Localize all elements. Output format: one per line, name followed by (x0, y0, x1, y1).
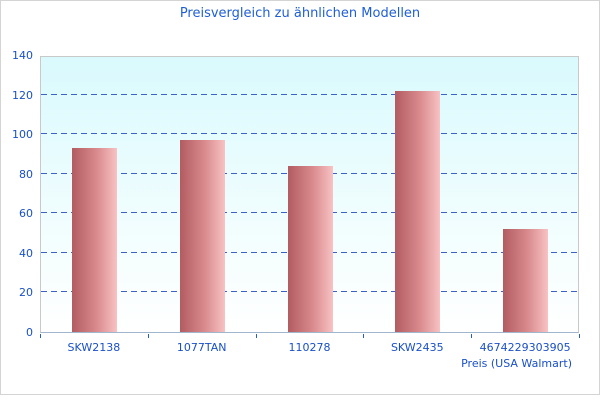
x-tick-label: 1077TAN (176, 341, 227, 354)
x-tick-label: SKW2138 (67, 341, 121, 354)
x-axis-label: Preis (USA Walmart) (461, 357, 572, 370)
y-tick-label: 60 (19, 207, 33, 221)
x-tick (40, 334, 41, 338)
bar (287, 166, 333, 332)
y-tick-label: 40 (19, 246, 33, 260)
y-tick-label: 80 (19, 167, 33, 181)
x-tick (471, 334, 472, 338)
bar (179, 140, 225, 332)
x-tick-label: SKW2435 (390, 341, 444, 354)
bar (503, 229, 549, 332)
y-tick-label: 140 (12, 49, 33, 62)
x-tick (256, 334, 257, 338)
y-tick-label: 120 (12, 88, 33, 102)
bar (395, 91, 441, 332)
x-tick-label: 110278 (288, 341, 331, 354)
x-tick (579, 334, 580, 338)
chart-title: Preisvergleich zu ähnlichen Modellen (179, 6, 421, 21)
y-tick-label: 20 (19, 286, 33, 300)
y-tick-label: 0 (26, 326, 33, 339)
y-tick-label: 100 (12, 128, 33, 142)
bar (71, 148, 117, 332)
x-tick (148, 334, 149, 338)
gridline (41, 133, 578, 135)
plot-area (40, 56, 579, 333)
x-tick-label: 4674229303905 (479, 341, 571, 354)
gridline (41, 93, 578, 95)
x-tick (363, 334, 364, 338)
